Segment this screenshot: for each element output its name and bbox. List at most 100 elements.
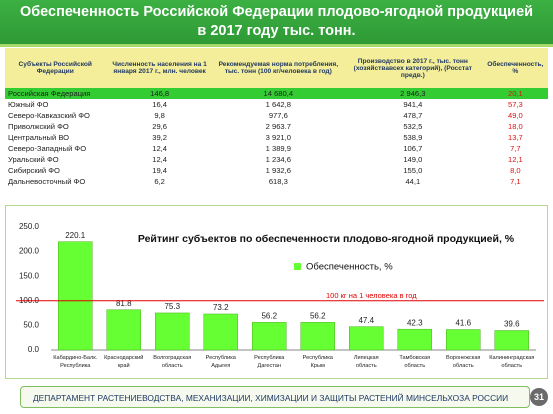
y-tick-label: 250.0 bbox=[19, 222, 40, 231]
page-number: 31 bbox=[530, 388, 548, 406]
value-label: 56.2 bbox=[261, 311, 277, 320]
cell: Приволжский ФО bbox=[8, 122, 69, 131]
bar bbox=[349, 326, 384, 351]
cell: 13,7 bbox=[507, 133, 523, 142]
x-tick-label: Тамбовская область bbox=[399, 355, 430, 369]
bar bbox=[155, 312, 190, 351]
x-tick-label: Республика Дагестан bbox=[254, 355, 285, 369]
cell: 29,6 bbox=[152, 122, 168, 131]
cell: Дальневосточный ФО bbox=[8, 177, 86, 186]
footer: ДЕПАРТАМЕНТ РАСТЕНИЕВОДСТВА, МЕХАНИЗАЦИИ… bbox=[20, 386, 530, 408]
table-row: Центральный ВО 39,2 3 921,0 538,9 13,7 bbox=[5, 132, 548, 143]
cell: 2 946,3 bbox=[342, 88, 483, 99]
cell: 49,0 bbox=[507, 111, 523, 120]
bar bbox=[446, 329, 481, 351]
table-row: Южный ФО 16,4 1 642,8 941,4 57,3 bbox=[5, 99, 548, 110]
bar bbox=[58, 241, 93, 351]
bar bbox=[106, 309, 141, 351]
table-row: Приволжский ФО 29,6 2 963.7 532,5 18,0 bbox=[5, 121, 548, 132]
table-row: Дальневосточный ФО 6,2 618,3 44,1 7,1 bbox=[5, 176, 548, 187]
cell: 8,0 bbox=[510, 166, 521, 175]
cell: Центральный ВО bbox=[8, 133, 70, 142]
value-label: 73.2 bbox=[213, 303, 229, 312]
x-tick-label: Воронежская область bbox=[446, 355, 480, 369]
bar bbox=[252, 322, 287, 351]
cell: 9,8 bbox=[154, 111, 165, 120]
cell: 538,9 bbox=[403, 133, 423, 142]
cell: 155,0 bbox=[403, 166, 423, 175]
y-tick-label: 150.0 bbox=[19, 271, 40, 280]
chart-box: Рейтинг субъектов по обеспеченности плод… bbox=[5, 205, 548, 379]
cell: 44,1 bbox=[405, 177, 421, 186]
bar bbox=[203, 313, 238, 351]
value-label: 42.3 bbox=[407, 318, 423, 327]
table-row: Российская Федерация 146,8 14 680,4 2 946,3… bbox=[5, 88, 548, 99]
cell: Сибирский ФО bbox=[8, 166, 60, 175]
y-tick-label: 0.0 bbox=[28, 345, 40, 354]
table-row: Северо-Кавказский ФО 9,8 977,6 478,7 49,0 bbox=[5, 110, 548, 121]
cell: 1 642,8 bbox=[265, 100, 291, 109]
cell: 1 932,6 bbox=[265, 166, 291, 175]
legend-swatch bbox=[294, 263, 301, 270]
cell: 146,8 bbox=[105, 88, 214, 99]
cell: 12,1 bbox=[507, 155, 523, 164]
title: в 2017 году тыс. тонн. bbox=[197, 23, 356, 39]
value-label: 81.8 bbox=[116, 299, 132, 308]
cell: 39,2 bbox=[152, 133, 168, 142]
cell: 478,7 bbox=[403, 111, 423, 120]
reference-label: 100 кг на 1 человека в год bbox=[326, 291, 417, 300]
title: Обеспеченность Российской Федерации плод… bbox=[19, 4, 534, 20]
cell: 20,1 bbox=[482, 88, 548, 99]
cell: 7,7 bbox=[510, 144, 521, 153]
chart: Рейтинг субъектов по обеспеченности плод… bbox=[16, 222, 544, 369]
cell: 3 921,0 bbox=[265, 133, 291, 142]
bar bbox=[300, 322, 335, 351]
cell: 1 389,9 bbox=[265, 144, 291, 153]
column-header: Обеспеченность, % bbox=[482, 48, 548, 88]
y-tick-label: 200.0 bbox=[19, 247, 40, 256]
cell: Северо-Западный ФО bbox=[8, 144, 87, 153]
value-label: 56.2 bbox=[310, 311, 326, 320]
bar bbox=[494, 330, 529, 351]
cell: 12,4 bbox=[152, 144, 168, 153]
table-row: Уральский ФО 12,4 1 234,6 149,0 12,1 bbox=[5, 154, 548, 165]
column-header: Субъекты Российской Федерации bbox=[5, 48, 106, 88]
cell: 106,7 bbox=[403, 144, 423, 153]
cell: 149,0 bbox=[403, 155, 423, 164]
legend-label: Обеспеченность, % bbox=[306, 262, 393, 273]
cell: 7,1 bbox=[510, 177, 521, 186]
cell: 57,3 bbox=[507, 100, 523, 109]
y-tick-label: 50.0 bbox=[23, 321, 39, 330]
column-header: Производство в 2017 г., тыс. тонн (хозяй… bbox=[342, 48, 483, 88]
table: Субъекты Российской Федерации Численность… bbox=[5, 48, 548, 187]
cell: 532,5 bbox=[403, 122, 423, 131]
cell: 618,3 bbox=[268, 177, 288, 186]
cell: 14 680,4 bbox=[213, 88, 343, 99]
cell: 6,2 bbox=[154, 177, 165, 186]
cell: 19,4 bbox=[152, 166, 168, 175]
x-tick-label: Республика Крым bbox=[303, 355, 334, 369]
header: Обеспеченность Российской Федерации плод… bbox=[0, 0, 553, 47]
column-header: Численность населения на 1 января 2017 г… bbox=[105, 48, 214, 88]
bar bbox=[397, 328, 432, 351]
x-tick-label: Липецкая область bbox=[354, 355, 379, 369]
cell: 941,4 bbox=[403, 100, 423, 109]
chart-title: Рейтинг субъектов по обеспеченности плод… bbox=[138, 233, 515, 245]
x-tick-label: Республика Адыгея bbox=[206, 355, 237, 369]
cell: Российская Федерация bbox=[5, 88, 106, 99]
table-row: Северо-Западный ФО 12,4 1 389,9 106,7 7,7 bbox=[5, 143, 548, 154]
x-tick-label: Краснодарский край bbox=[104, 354, 143, 369]
cell: 16,4 bbox=[152, 100, 168, 109]
cell: 2 963.7 bbox=[265, 122, 291, 131]
cell: 12,4 bbox=[152, 155, 168, 164]
table-row: Сибирский ФО 19,4 1 932,6 155,0 8,0 bbox=[5, 165, 548, 176]
value-label: 41.6 bbox=[455, 319, 471, 328]
cell: 977,6 bbox=[268, 111, 288, 120]
cell: 1 234,6 bbox=[265, 155, 291, 164]
cell: Северо-Кавказский ФО bbox=[8, 111, 90, 120]
value-label: 39.6 bbox=[504, 320, 520, 329]
cell: Южный ФО bbox=[8, 100, 49, 109]
x-tick-label: Калининградская область bbox=[489, 355, 534, 369]
cell: Уральский ФО bbox=[8, 155, 59, 164]
